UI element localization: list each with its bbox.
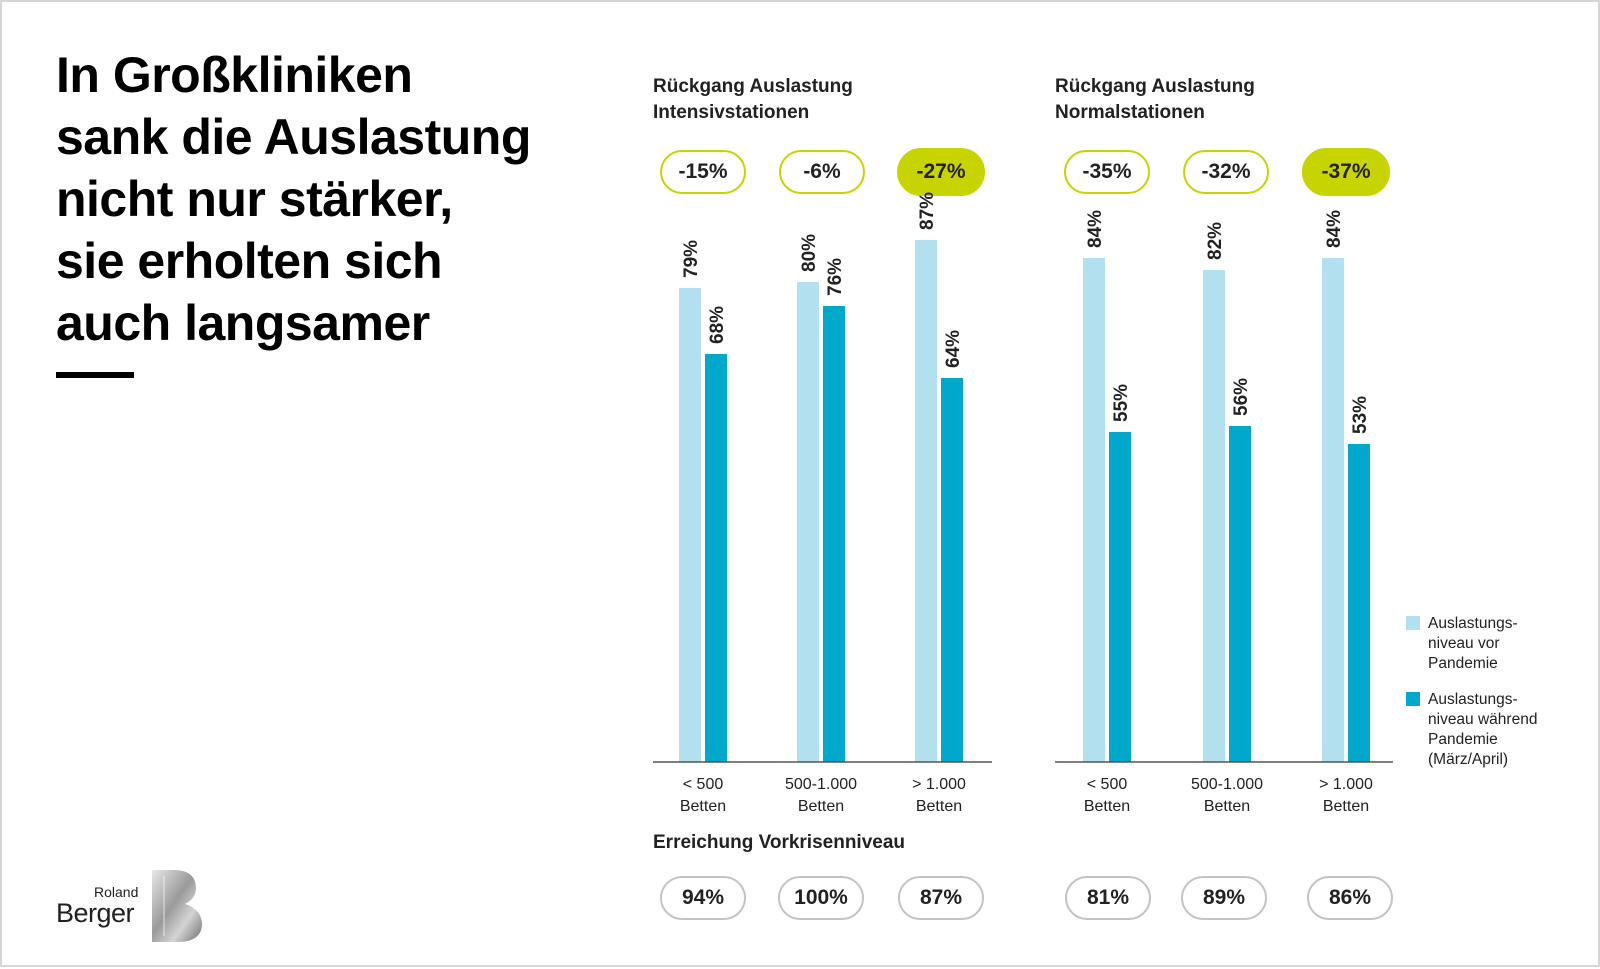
panel-title-intensive: Rückgang Auslastung Intensivstationen (653, 74, 913, 126)
legend-text: Pandemie (1428, 655, 1498, 672)
bar-value-label: 68% (707, 306, 728, 344)
bar-value-label: 80% (799, 234, 820, 272)
headline-line: In Großkliniken (56, 47, 413, 103)
category-label: Betten (916, 798, 962, 815)
headline-line: sank die Auslastung (56, 109, 531, 165)
bar-during (941, 378, 963, 762)
roland-berger-logo: Roland Berger (56, 870, 206, 942)
category-label: > 1.000 (1319, 776, 1373, 793)
panel-title-normal: Rückgang Auslastung Normalstationen (1055, 74, 1315, 126)
bar-during (1109, 432, 1131, 762)
bar-value-label: 87% (917, 192, 938, 230)
decline-pill: -6% (779, 150, 865, 194)
legend-swatch-during (1406, 692, 1420, 706)
bar-before (679, 288, 701, 762)
category-label: Betten (680, 798, 726, 815)
category-label: > 1.000 (912, 776, 966, 793)
recovery-pill: 89% (1181, 876, 1267, 920)
legend: Auslastungs- niveau vor Pandemie Auslast… (1406, 614, 1586, 786)
recovery-pill: 81% (1065, 876, 1151, 920)
legend-text: Auslastungs- (1428, 615, 1518, 632)
bar-before (915, 240, 937, 762)
legend-text: niveau vor (1428, 635, 1500, 652)
legend-text: Auslastungs- (1428, 691, 1518, 708)
headline-line: nicht nur stärker, (56, 171, 453, 227)
bar-before (1083, 258, 1105, 762)
bar-value-label: 76% (825, 258, 846, 296)
bar-before (1322, 258, 1344, 762)
recovery-pill: 94% (660, 876, 746, 920)
bar-value-label: 55% (1111, 384, 1132, 422)
bar-during (705, 354, 727, 762)
panel-title-line: Rückgang Auslastung (653, 76, 853, 97)
category-label: Betten (798, 798, 844, 815)
category-label: 500-1.000 (785, 776, 857, 793)
headline-underline (56, 372, 134, 378)
legend-swatch-before (1406, 616, 1420, 630)
headline-line: sie erholten sich (56, 233, 443, 289)
headline-line: auch langsamer (56, 295, 430, 351)
bar-before (1203, 270, 1225, 762)
category-label: Betten (1323, 798, 1369, 815)
category-label: < 500 (683, 776, 724, 793)
category-label: < 500 (1087, 776, 1128, 793)
bar-before (797, 282, 819, 762)
bar-value-label: 53% (1350, 396, 1371, 434)
headline: In Großkliniken sank die Auslastung nich… (56, 44, 576, 354)
legend-item-during: Auslastungs- niveau während Pandemie (Mä… (1406, 690, 1586, 770)
decline-pill-highlight: -27% (897, 148, 985, 196)
decline-pill: -15% (660, 150, 746, 194)
panel-title-line: Rückgang Auslastung (1055, 76, 1255, 97)
legend-text: Pandemie (1428, 731, 1498, 748)
b-logo-icon (152, 870, 202, 942)
category-label: Betten (1084, 798, 1130, 815)
bar-value-label: 64% (943, 330, 964, 368)
bar-value-label: 84% (1085, 210, 1106, 248)
bar-value-label: 56% (1231, 378, 1252, 416)
bar-value-label: 82% (1205, 222, 1226, 260)
recovery-title: Erreichung Vorkrisenniveau (653, 832, 906, 853)
recovery-pill: 86% (1307, 876, 1393, 920)
category-label: Betten (1204, 798, 1250, 815)
decline-pill-highlight: -37% (1302, 148, 1390, 196)
bar-during (1348, 444, 1370, 762)
panel-title-line: Normalstationen (1055, 102, 1205, 123)
decline-pill: -35% (1064, 150, 1150, 194)
category-label: 500-1.000 (1191, 776, 1263, 793)
recovery-pill: 100% (778, 876, 864, 920)
logo-text-roland: Roland (94, 884, 139, 900)
legend-item-before: Auslastungs- niveau vor Pandemie (1406, 614, 1586, 674)
bar-value-label: 84% (1324, 210, 1345, 248)
logo-text-berger: Berger (56, 898, 135, 928)
panel-title-line: Intensivstationen (653, 102, 810, 123)
bar-value-label: 79% (681, 240, 702, 278)
bar-during (823, 306, 845, 762)
decline-pill: -32% (1183, 150, 1269, 194)
bar-during (1229, 426, 1251, 762)
recovery-pill: 87% (898, 876, 984, 920)
legend-text: niveau während (1428, 711, 1538, 728)
legend-text: (März/April) (1428, 751, 1509, 768)
